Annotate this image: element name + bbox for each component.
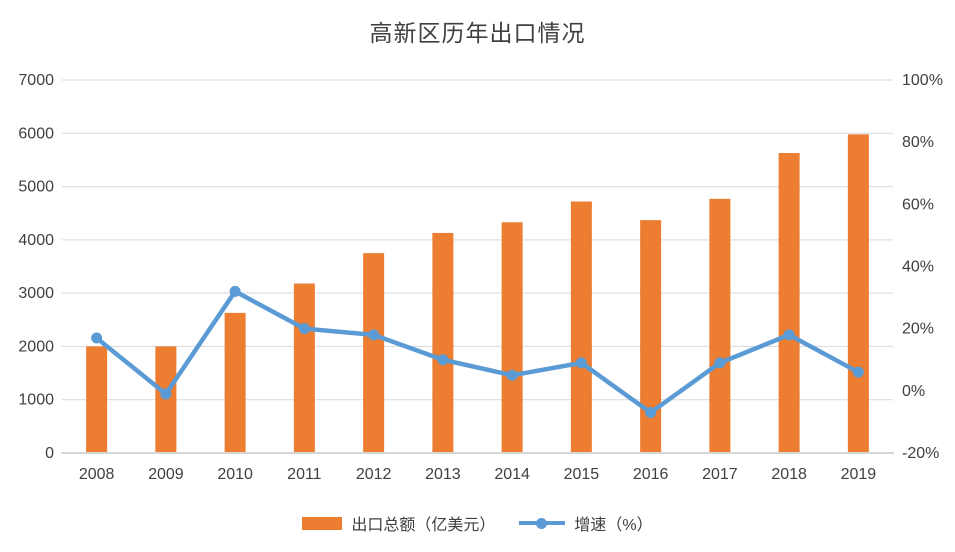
growth-marker-2008 [91,332,103,344]
left-axis-tick: 5000 [18,179,54,196]
bar-2013 [432,232,454,453]
growth-marker-2013 [437,354,449,366]
bar-2011 [293,283,315,453]
growth-marker-2010 [229,285,241,297]
x-axis-tick-2008: 2008 [79,466,115,483]
right-axis-tick: 40% [902,259,934,276]
growth-marker-2014 [506,369,518,381]
x-axis-tick-2015: 2015 [564,466,600,483]
legend-label-growth: 增速（%） [574,517,653,534]
growth-marker-2011 [298,323,310,335]
growth-marker-2019 [852,366,864,378]
legend-label-exports: 出口总额（亿美元） [351,517,496,534]
bar-2014 [501,222,523,453]
x-axis-tick-2014: 2014 [494,466,530,483]
right-axis-tick: 20% [902,321,934,338]
legend: 出口总额（亿美元） 增速（%） [0,507,955,539]
chart-title: 高新区历年出口情况 [369,21,586,47]
right-axis-tick: 0% [902,383,925,400]
growth-line [94,289,861,415]
left-axis-tick: 6000 [18,125,54,142]
growth-marker-2017 [714,357,726,369]
left-axis-tick: 7000 [18,72,54,89]
bar-series-swatch-icon [302,516,343,530]
left-axis-tick: 3000 [18,285,54,302]
x-axis-tick-2016: 2016 [633,466,669,483]
bar-2012 [363,253,385,453]
growth-marker-2018 [783,329,795,341]
bar-2015 [570,201,592,453]
x-axis-tick-2011: 2011 [287,466,322,483]
x-axis-tick-2010: 2010 [217,466,253,483]
right-axis-tick: 80% [902,134,934,151]
left-axis-tick: 2000 [18,338,54,355]
x-axis-tick-2009: 2009 [148,466,184,483]
right-axis-tick: -20% [902,445,939,462]
legend-item-exports: 出口总额（亿美元） [302,511,495,535]
bar-2018 [778,153,800,453]
left-axis-tick: 1000 [18,392,54,409]
bar-2016 [640,220,662,453]
growth-marker-2015 [575,357,587,369]
line-series-swatch-icon [519,517,566,529]
right-axis-tick: 60% [902,196,934,213]
x-axis-tick-2019: 2019 [841,466,877,483]
legend-item-growth: 增速（%） [519,511,653,535]
bar-2010 [224,312,246,453]
bar-2019 [847,134,869,453]
x-axis-tick-2013: 2013 [425,466,461,483]
bar-2017 [709,198,731,453]
growth-marker-2016 [645,407,657,419]
left-axis-tick: 4000 [18,232,54,249]
growth-marker-2009 [160,388,172,400]
x-axis-tick-2018: 2018 [771,466,807,483]
bar-2008 [86,346,108,453]
bar-2009 [155,346,177,453]
x-axis-tick-2017: 2017 [702,466,738,483]
left-axis-tick: 0 [45,445,54,462]
x-axis-tick-2012: 2012 [356,466,392,483]
growth-marker-2012 [368,329,380,341]
right-axis-tick: 100% [902,72,943,89]
